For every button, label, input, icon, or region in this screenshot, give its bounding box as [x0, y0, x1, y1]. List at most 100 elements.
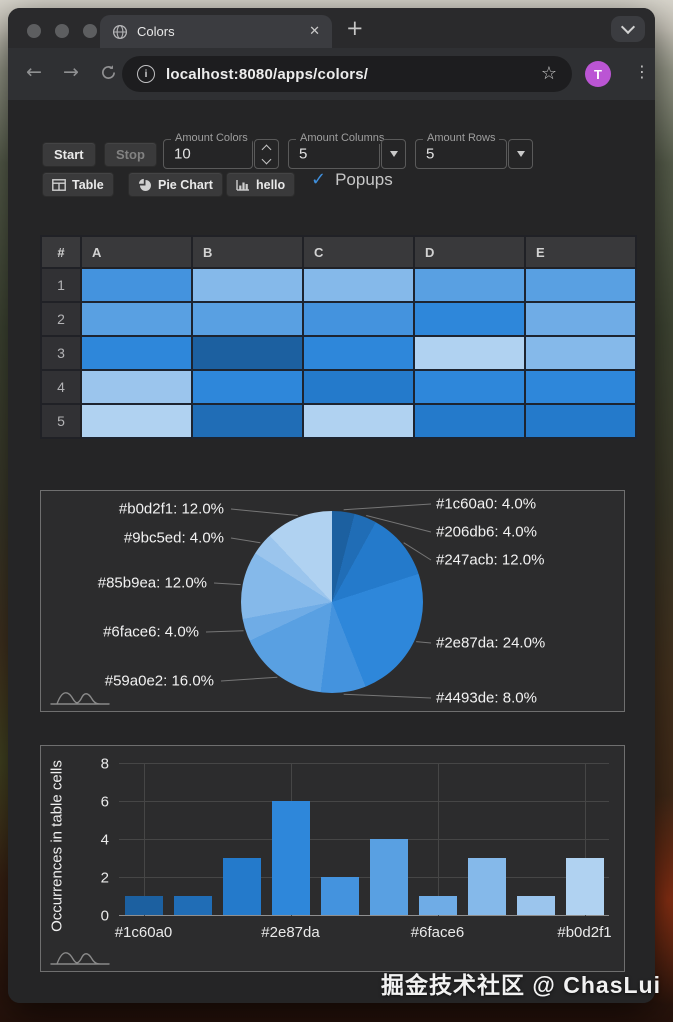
color-cell[interactable]	[191, 369, 304, 405]
bar	[320, 877, 359, 915]
amount-columns-value: 5	[299, 145, 308, 163]
hello-button-label: hello	[256, 177, 286, 192]
bar-chart-ylabel: Occurrences in table cells	[48, 760, 66, 932]
x-axis-line	[119, 915, 609, 916]
popups-checkbox[interactable]: ✓ Popups	[311, 170, 393, 190]
color-cell[interactable]	[413, 369, 526, 405]
bar	[565, 858, 604, 915]
color-cell[interactable]	[413, 335, 526, 371]
color-cell[interactable]	[302, 267, 415, 303]
profile-avatar[interactable]: T	[585, 61, 611, 87]
amount-columns-dropdown-button[interactable]	[381, 139, 406, 169]
pie-chart-button[interactable]: Pie Chart	[128, 172, 223, 197]
amount-rows-dropdown-button[interactable]	[508, 139, 533, 169]
color-cell[interactable]	[413, 301, 526, 337]
color-cell[interactable]	[80, 335, 193, 371]
step-down-icon[interactable]	[261, 154, 272, 164]
globe-favicon-icon	[112, 24, 128, 39]
new-tab-button[interactable]: +	[346, 16, 364, 40]
window-zoom-button[interactable]	[83, 24, 97, 38]
color-cell[interactable]	[524, 301, 637, 337]
table-button[interactable]: Table	[42, 172, 114, 197]
forward-button[interactable]: →	[63, 61, 79, 83]
column-header: A	[80, 235, 193, 269]
color-cell[interactable]	[80, 301, 193, 337]
dropdown-arrow-icon	[516, 151, 525, 157]
window-minimize-button[interactable]	[55, 24, 69, 38]
browser-menu-icon[interactable]: ⋮	[634, 62, 650, 81]
popups-label: Popups	[335, 170, 393, 189]
color-cell[interactable]	[191, 267, 304, 303]
gridline	[437, 764, 439, 916]
pie-slice-label: #85b9ea: 12.0%	[97, 574, 207, 592]
color-cell[interactable]	[413, 267, 526, 303]
reload-button[interactable]	[100, 64, 117, 81]
column-header: #	[40, 235, 82, 269]
amount-colors-stepper[interactable]	[254, 139, 279, 169]
hills-logo-icon	[50, 952, 110, 965]
gridline	[584, 764, 586, 916]
color-cell[interactable]	[80, 267, 193, 303]
url-bar[interactable]: i localhost:8080/apps/colors/ ☆	[122, 56, 572, 92]
back-button[interactable]: ←	[26, 61, 42, 83]
gridline	[119, 801, 609, 802]
watermark-text: 掘金技术社区 @ ChasLui	[381, 972, 661, 998]
color-cell[interactable]	[80, 403, 193, 439]
color-cell[interactable]	[524, 369, 637, 405]
color-cell[interactable]	[80, 369, 193, 405]
y-tick-label: 8	[100, 755, 109, 773]
bar	[418, 896, 457, 915]
bar	[173, 896, 212, 915]
bookmark-star-icon[interactable]: ☆	[540, 63, 557, 84]
gridline	[119, 877, 609, 878]
amount-columns-select[interactable]: Amount Columns 5	[288, 132, 389, 169]
column-header: D	[413, 235, 526, 269]
color-cell[interactable]	[191, 403, 304, 439]
row-number: 1	[40, 267, 82, 303]
pie-slice-label: #247acb: 12.0%	[436, 551, 545, 569]
bar-chart-panel: Occurrences in table cells 0 2 4 6 8 #1c60a0…	[40, 745, 625, 972]
gridline	[119, 763, 609, 764]
amount-colors-input[interactable]: Amount Colors 10	[163, 132, 253, 169]
pie-leader-line	[205, 630, 244, 633]
column-header: C	[302, 235, 415, 269]
color-cell[interactable]	[302, 403, 415, 439]
pie-chart	[241, 511, 423, 693]
amount-rows-select[interactable]: Amount Rows 5	[415, 132, 507, 169]
color-cell[interactable]	[191, 301, 304, 337]
color-cell[interactable]	[524, 335, 637, 371]
pie-leader-line	[343, 503, 432, 511]
amount-columns-label: Amount Columns	[296, 132, 389, 144]
pie-slice-label: #b0d2f1: 12.0%	[118, 500, 224, 518]
browser-toolbar: ← → i localhost:8080/apps/colors/ ☆ T ⋮	[8, 48, 655, 100]
start-button[interactable]: Start	[42, 142, 96, 167]
bar	[124, 896, 163, 915]
color-cell[interactable]	[524, 403, 637, 439]
step-up-icon[interactable]	[261, 144, 272, 154]
pie-slice-label: #59a0e2: 16.0%	[104, 672, 214, 690]
bar	[222, 858, 261, 915]
color-cell[interactable]	[413, 403, 526, 439]
stop-button[interactable]: Stop	[104, 142, 157, 167]
pie-slice-label: #4493de: 8.0%	[436, 689, 537, 707]
color-cell[interactable]	[524, 267, 637, 303]
pie-leader-line	[220, 676, 278, 682]
window-close-button[interactable]	[27, 24, 41, 38]
site-info-icon[interactable]: i	[137, 65, 155, 83]
tab-close-icon[interactable]: ✕	[309, 24, 320, 39]
color-cell[interactable]	[302, 369, 415, 405]
pie-slice-label: #206db6: 4.0%	[436, 523, 537, 541]
page-content: Start Stop Amount Colors 10 Amount Colum…	[8, 100, 655, 1003]
tab-search-button[interactable]	[611, 16, 645, 42]
color-cell[interactable]	[191, 335, 304, 371]
pie-leader-line	[343, 693, 432, 699]
hello-button[interactable]: hello	[226, 172, 296, 197]
browser-tab-colors[interactable]: Colors ✕	[100, 15, 332, 48]
pie-slice-label: #1c60a0: 4.0%	[436, 495, 537, 513]
y-tick-label: 0	[100, 907, 109, 925]
color-cell[interactable]	[302, 301, 415, 337]
color-table-head-row: # A B C D E	[40, 235, 637, 269]
amount-rows-value: 5	[426, 145, 435, 163]
color-cell[interactable]	[302, 335, 415, 371]
